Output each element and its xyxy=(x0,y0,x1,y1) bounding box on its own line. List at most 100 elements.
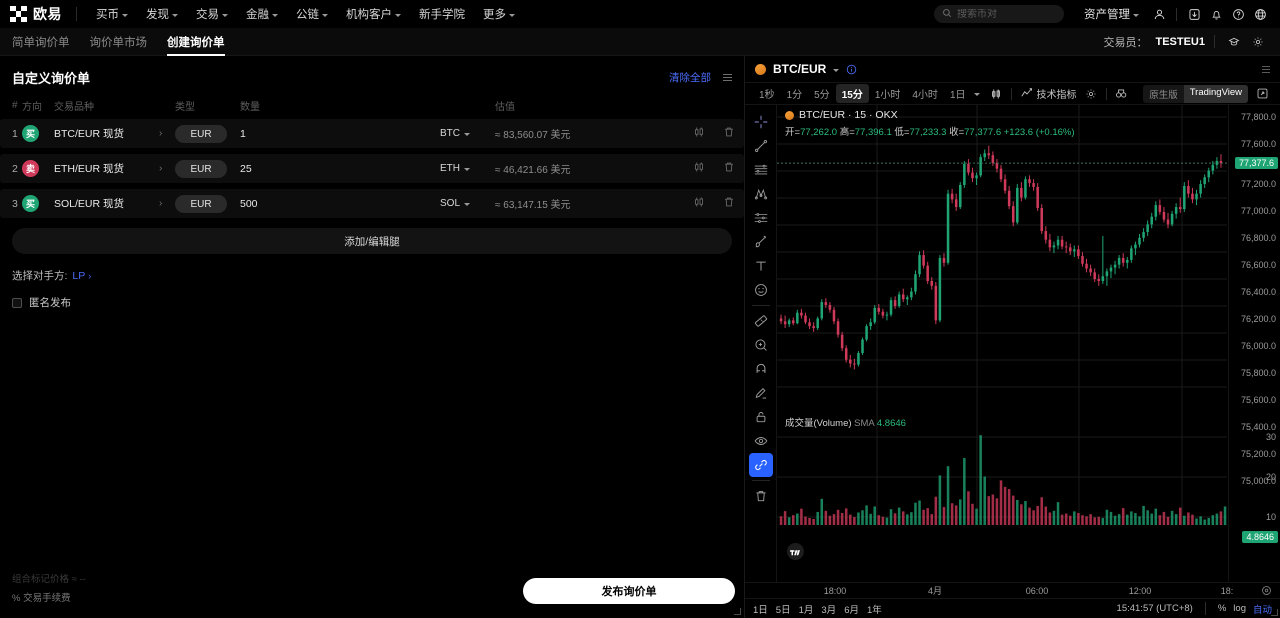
table-row[interactable]: 2 卖 ETH/EUR 现货 › EUR 25 ETH ≈ 46,421.66 … xyxy=(0,154,744,183)
gear-icon[interactable] xyxy=(1248,32,1268,52)
table-row[interactable]: 1 买 BTC/EUR 现货 › EUR 1 BTC ≈ 83,560.07 美… xyxy=(0,119,744,148)
horizontal-lines-icon[interactable] xyxy=(749,158,773,182)
table-row[interactable]: 3 买 SOL/EUR 现货 › EUR 500 SOL ≈ 63,147.15… xyxy=(0,189,744,218)
row-chart-action[interactable] xyxy=(684,119,714,148)
object-tree-link-icon[interactable] xyxy=(748,453,773,477)
add-edit-leg-button[interactable]: 添加/编辑腿 xyxy=(12,228,732,254)
version-native[interactable]: 原生版 xyxy=(1149,89,1178,101)
indicators-button[interactable]: 技术指标 xyxy=(1017,86,1081,101)
row-symbol[interactable]: ETH/EUR 现货 xyxy=(54,163,125,175)
compare-icon[interactable] xyxy=(1112,84,1132,104)
price-axis[interactable]: 77,800.0 77,600.0 77,377.6 77,200.0 77,0… xyxy=(1228,105,1280,582)
row-side-cell[interactable]: 买 xyxy=(22,119,54,148)
search-input[interactable] xyxy=(957,8,1056,20)
log-scale-button[interactable]: log xyxy=(1233,603,1246,614)
fullscreen-icon[interactable] xyxy=(1252,84,1272,104)
row-delete-action[interactable] xyxy=(714,189,744,218)
timeframe-5m[interactable]: 5分 xyxy=(814,90,830,101)
chevron-down-icon[interactable] xyxy=(833,68,840,72)
row-side-cell[interactable]: 买 xyxy=(22,189,54,218)
counterparty-value[interactable]: LP xyxy=(72,269,86,282)
search-box[interactable] xyxy=(934,5,1064,23)
zoom-in-icon[interactable] xyxy=(749,333,773,357)
brush-icon[interactable] xyxy=(749,230,773,254)
row-side-cell[interactable]: 卖 xyxy=(22,154,54,183)
panel-menu-icon[interactable] xyxy=(723,74,732,81)
row-type-cell[interactable]: EUR xyxy=(175,119,240,148)
tab-rfq-market[interactable]: 询价单市场 xyxy=(90,28,148,56)
globe-icon[interactable] xyxy=(1250,4,1270,24)
range-1mo[interactable]: 1月 xyxy=(798,604,814,616)
chevron-right-icon[interactable]: › xyxy=(159,163,163,174)
row-type-cell[interactable]: EUR xyxy=(175,154,240,183)
chevron-down-icon[interactable] xyxy=(973,93,980,96)
okx-logo[interactable]: 欧易 xyxy=(10,4,62,24)
user-icon[interactable] xyxy=(1149,4,1169,24)
range-5d[interactable]: 5日 xyxy=(775,604,791,616)
text-tool-icon[interactable] xyxy=(749,254,773,278)
timeframe-4h[interactable]: 4小时 xyxy=(912,90,938,101)
row-currency-select[interactable]: ETH xyxy=(440,154,495,183)
help-icon[interactable] xyxy=(1228,4,1248,24)
chart-plot-area[interactable]: BTC/EUR · 15 · OKX 开=77,262.0 高=77,396.1… xyxy=(777,105,1228,582)
trash-icon[interactable] xyxy=(749,484,773,508)
row-currency-select[interactable]: SOL xyxy=(440,189,495,218)
tab-simple-rfq[interactable]: 简单询价单 xyxy=(12,28,70,56)
trend-line-icon[interactable] xyxy=(749,134,773,158)
chevron-right-icon[interactable]: › xyxy=(159,128,163,139)
chart-version-switch[interactable]: 原生版 TradingView xyxy=(1143,84,1248,103)
nav-item-chain[interactable]: 公链 xyxy=(287,6,337,22)
timeframe-1m[interactable]: 1分 xyxy=(786,90,803,101)
eye-icon[interactable] xyxy=(749,429,773,453)
time-axis[interactable]: 18:00 4月 06:00 12:00 18: xyxy=(745,582,1280,598)
row-symbol[interactable]: SOL/EUR 现货 xyxy=(54,198,125,210)
chevron-right-icon[interactable]: › xyxy=(159,198,163,209)
timeframe-1d[interactable]: 1日 xyxy=(949,90,966,101)
bell-icon[interactable] xyxy=(1206,4,1226,24)
download-icon[interactable] xyxy=(1184,4,1204,24)
crosshair-icon[interactable] xyxy=(749,110,773,134)
emoji-icon[interactable] xyxy=(749,278,773,302)
row-currency-select[interactable]: BTC xyxy=(440,119,495,148)
time-axis-settings-icon[interactable] xyxy=(1261,585,1272,596)
draw-mode-icon[interactable] xyxy=(749,381,773,405)
nav-item-institutional[interactable]: 机构客户 xyxy=(337,6,410,22)
row-type-cell[interactable]: EUR xyxy=(175,189,240,218)
row-symbol[interactable]: BTC/EUR 现货 xyxy=(54,128,125,140)
timeframe-15m[interactable]: 15分 xyxy=(835,84,869,103)
row-quantity-input[interactable]: 25 xyxy=(240,162,252,175)
percent-scale-button[interactable]: % xyxy=(1217,603,1227,614)
resize-handle[interactable] xyxy=(1271,609,1278,616)
graduation-icon[interactable] xyxy=(1224,32,1244,52)
nav-item-buy-crypto[interactable]: 买币 xyxy=(87,6,137,22)
anonymous-publish-row[interactable]: 匿名发布 xyxy=(0,283,744,310)
timeframe-1h[interactable]: 1小时 xyxy=(874,90,901,101)
range-1d[interactable]: 1日 xyxy=(753,604,768,616)
resize-handle[interactable] xyxy=(734,608,741,615)
fib-retracement-icon[interactable] xyxy=(749,206,773,230)
asset-management-menu[interactable]: 资产管理 xyxy=(1076,6,1147,22)
timeframe-1s[interactable]: 1秒 xyxy=(759,90,775,101)
nav-item-discover[interactable]: 发现 xyxy=(137,6,187,22)
auto-scale-button[interactable]: 自动 xyxy=(1252,604,1272,616)
row-quantity-input[interactable]: 500 xyxy=(240,197,258,210)
row-quantity-input[interactable]: 1 xyxy=(240,127,246,140)
anonymous-checkbox[interactable] xyxy=(12,297,22,308)
publish-rfq-button[interactable]: 发布询价单 xyxy=(523,578,735,604)
chevron-right-icon[interactable]: › xyxy=(88,270,92,281)
range-1y[interactable]: 1年 xyxy=(866,604,882,616)
row-chart-action[interactable] xyxy=(684,189,714,218)
row-delete-action[interactable] xyxy=(714,119,744,148)
clear-all-button[interactable]: 清除全部 xyxy=(669,72,711,84)
nav-item-academy[interactable]: 新手学院 xyxy=(410,6,474,22)
nav-item-trade[interactable]: 交易 xyxy=(187,6,237,22)
lock-icon[interactable] xyxy=(749,405,773,429)
range-3mo[interactable]: 3月 xyxy=(821,604,837,616)
measure-icon[interactable] xyxy=(749,309,773,333)
row-delete-action[interactable] xyxy=(714,154,744,183)
row-chart-action[interactable] xyxy=(684,154,714,183)
info-icon[interactable] xyxy=(846,64,857,75)
magnet-icon[interactable] xyxy=(749,357,773,381)
nav-item-finance[interactable]: 金融 xyxy=(237,6,287,22)
chart-settings-gear-icon[interactable] xyxy=(1081,84,1101,104)
